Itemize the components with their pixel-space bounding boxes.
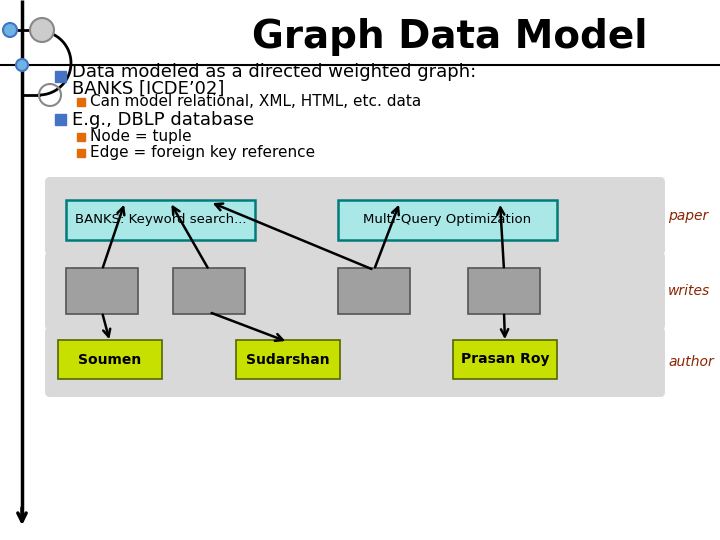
Text: Can model relational, XML, HTML, etc. data: Can model relational, XML, HTML, etc. da… — [90, 94, 421, 110]
Bar — [77, 98, 85, 106]
Text: writes: writes — [668, 284, 710, 298]
Bar — [55, 114, 66, 125]
FancyBboxPatch shape — [66, 200, 255, 240]
Text: Multi-Query Optimization: Multi-Query Optimization — [364, 213, 531, 226]
Circle shape — [3, 23, 17, 37]
Bar — [55, 71, 66, 82]
FancyBboxPatch shape — [468, 268, 540, 314]
Bar — [77, 149, 85, 157]
FancyBboxPatch shape — [236, 340, 340, 379]
FancyBboxPatch shape — [338, 268, 410, 314]
Text: Data modeled as a directed weighted graph:: Data modeled as a directed weighted grap… — [72, 63, 476, 81]
FancyBboxPatch shape — [45, 327, 665, 397]
FancyBboxPatch shape — [45, 177, 665, 255]
FancyBboxPatch shape — [453, 340, 557, 379]
Text: paper: paper — [668, 209, 708, 223]
FancyBboxPatch shape — [45, 252, 665, 330]
FancyBboxPatch shape — [66, 268, 138, 314]
Text: Node = tuple: Node = tuple — [90, 130, 192, 145]
Text: Prasan Roy: Prasan Roy — [461, 353, 549, 367]
Text: BANKS [ICDE’02]: BANKS [ICDE’02] — [72, 80, 225, 98]
Text: author: author — [668, 355, 714, 369]
FancyBboxPatch shape — [58, 340, 162, 379]
Text: Sudarshan: Sudarshan — [246, 353, 330, 367]
Text: Edge = foreign key reference: Edge = foreign key reference — [90, 145, 315, 160]
Circle shape — [30, 18, 54, 42]
Text: E.g., DBLP database: E.g., DBLP database — [72, 111, 254, 129]
Bar — [77, 133, 85, 141]
Text: Graph Data Model: Graph Data Model — [252, 18, 648, 56]
Circle shape — [16, 59, 28, 71]
Text: BANKS: Keyword search...: BANKS: Keyword search... — [75, 213, 246, 226]
Text: Soumen: Soumen — [78, 353, 142, 367]
FancyBboxPatch shape — [338, 200, 557, 240]
FancyBboxPatch shape — [173, 268, 245, 314]
